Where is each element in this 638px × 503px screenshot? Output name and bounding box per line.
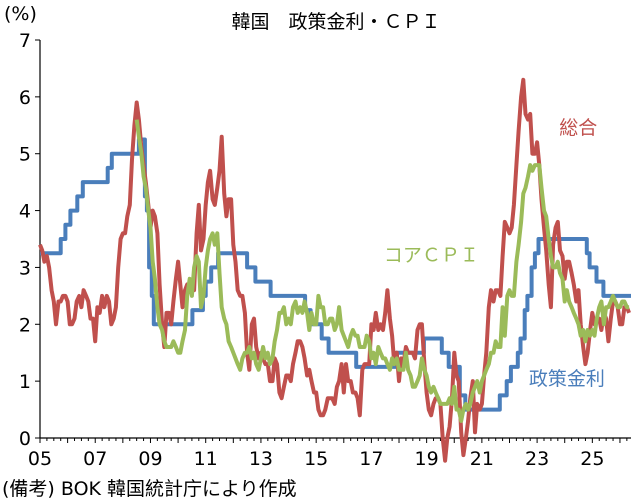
- x-tick-label: 15: [304, 448, 328, 470]
- source-note: (備考) BOK 韓国統計庁により作成: [2, 478, 297, 500]
- y-tick-label: 0: [19, 428, 31, 450]
- x-tick-label: 09: [138, 448, 162, 470]
- y-tick-label: 2: [19, 314, 31, 336]
- series-label: 総合: [559, 117, 597, 139]
- series-label: 政策金利: [529, 368, 605, 390]
- x-tick-label: 11: [194, 448, 218, 470]
- series-line: [134, 119, 630, 423]
- x-tick-label: 23: [525, 448, 549, 470]
- y-tick-label: 7: [19, 30, 31, 52]
- x-tick-label: 25: [580, 448, 604, 470]
- y-tick-label: 5: [19, 144, 31, 166]
- y-tick-label: 4: [19, 201, 31, 223]
- x-tick-label: 19: [415, 448, 439, 470]
- y-tick-label: 1: [19, 371, 31, 393]
- series-label: コアＣＰＩ: [384, 245, 479, 267]
- x-tick-label: 05: [28, 448, 52, 470]
- chart-title: 韓国 政策金利・ＣＰＩ: [231, 11, 440, 33]
- series-line: [38, 77, 631, 463]
- series-lines: [38, 77, 631, 463]
- x-tick-label: 13: [249, 448, 273, 470]
- y-tick-label: 6: [19, 87, 31, 109]
- x-tick-label: 07: [83, 448, 107, 470]
- x-tick-label: 21: [470, 448, 494, 470]
- x-tick-label: 17: [359, 448, 383, 470]
- y-tick-label: 3: [19, 257, 31, 279]
- y-axis-unit-label: (%): [4, 3, 37, 25]
